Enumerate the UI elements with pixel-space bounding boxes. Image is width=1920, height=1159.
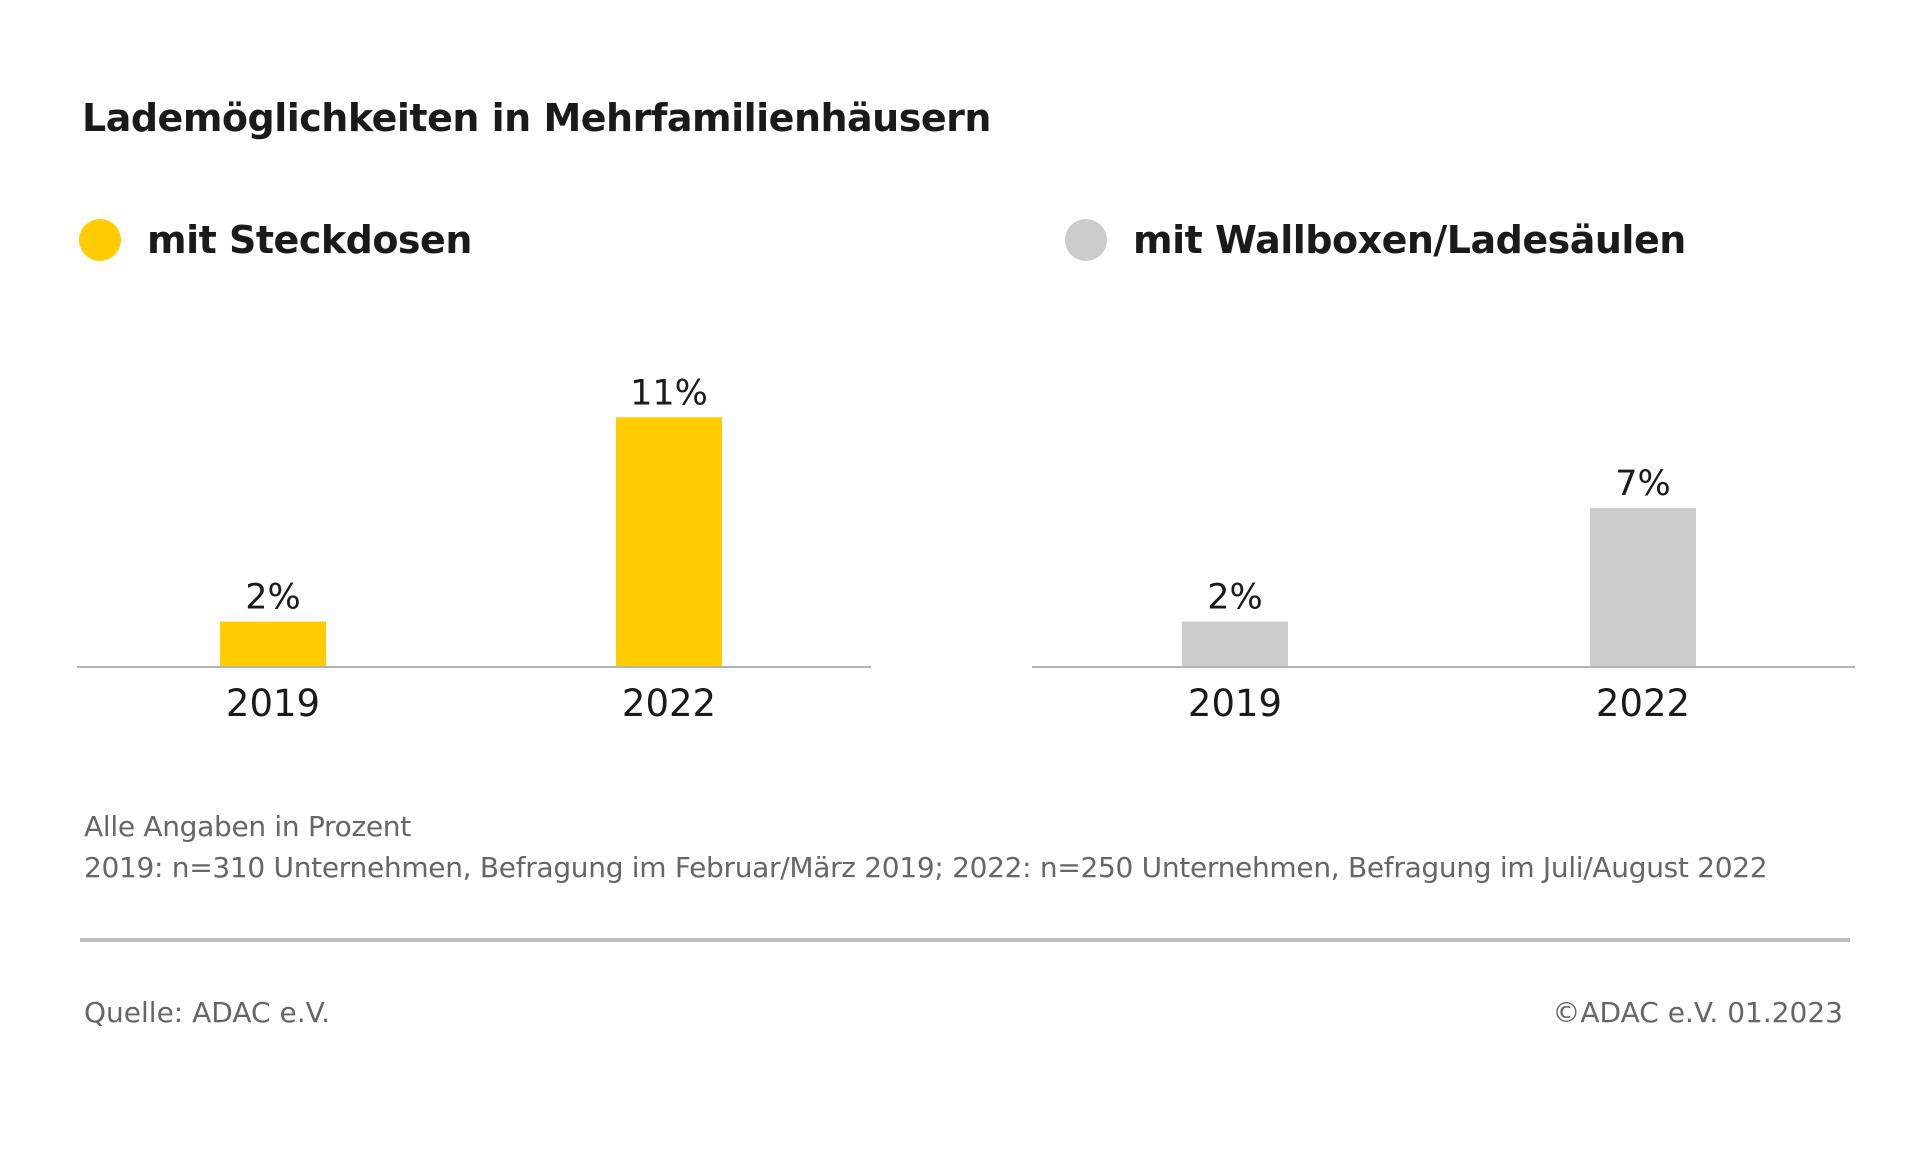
note-sample: 2019: n=310 Unternehmen, Befragung im Fe… — [84, 851, 1768, 884]
value-label-1-2022: 7% — [1615, 464, 1671, 504]
bar-0-2022 — [616, 417, 722, 667]
bar-1-2019 — [1182, 621, 1288, 667]
legend-label-steckdosen: mit Steckdosen — [147, 218, 472, 262]
tick-label-0-2019: 2019 — [226, 682, 320, 725]
bar-charts: 2% 2019 11% 2022 2% 2019 7% 2022 — [77, 373, 1855, 725]
bar-0-2019 — [220, 621, 326, 667]
legend-dot-yellow — [79, 219, 121, 261]
legend-item-wallboxen: mit Wallboxen/Ladesäulen — [1065, 216, 1686, 264]
legend-dot-gray — [1065, 219, 1107, 261]
tick-label-1-2019: 2019 — [1188, 682, 1282, 725]
bar-1-2022 — [1590, 508, 1696, 667]
value-label-0-2022: 11% — [630, 373, 708, 413]
legend-item-steckdosen: mit Steckdosen — [79, 216, 472, 264]
note-units: Alle Angaben in Prozent — [84, 810, 411, 843]
tick-label-1-2022: 2022 — [1596, 682, 1690, 725]
value-label-0-2019: 2% — [245, 578, 301, 618]
tick-label-0-2022: 2022 — [622, 682, 716, 725]
footer-divider — [80, 938, 1850, 942]
chart-title: Lademöglichkeiten in Mehrfamilienhäusern — [82, 96, 991, 140]
copyright-label: ©ADAC e.V. 01.2023 — [1552, 996, 1843, 1029]
legend-label-wallboxen: mit Wallboxen/Ladesäulen — [1133, 218, 1686, 262]
value-label-1-2019: 2% — [1207, 578, 1263, 618]
source-label: Quelle: ADAC e.V. — [84, 996, 331, 1029]
chart-notes: Alle Angaben in Prozent 2019: n=310 Unte… — [84, 806, 1768, 888]
